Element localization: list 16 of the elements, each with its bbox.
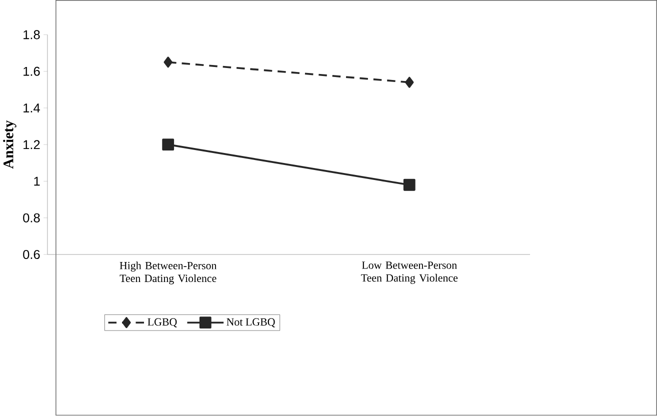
point: [405, 77, 414, 88]
y-tick-label: 1.6: [24, 67, 40, 76]
y-tick-label: 1.2: [24, 140, 40, 150]
x-tick-label: High Between-Person Teen Dating Violence: [120, 262, 217, 285]
legend-label: Not LGBQ: [226, 318, 276, 328]
point: [403, 179, 416, 192]
legend-label: LGBQ: [148, 318, 177, 328]
y-tick-label: 0.6: [23, 250, 40, 260]
y-tick-label: 1.8: [24, 30, 40, 40]
y-tick-label: 1.4: [24, 104, 40, 113]
y-axis-title: Anxiety: [3, 120, 16, 169]
x-tick-label: Low Between-Person Teen Dating Violence: [361, 262, 458, 284]
point: [164, 56, 172, 68]
y-tick-label: 1: [34, 177, 40, 186]
y-tick-label: 0.8: [23, 214, 40, 223]
point: [162, 138, 174, 151]
